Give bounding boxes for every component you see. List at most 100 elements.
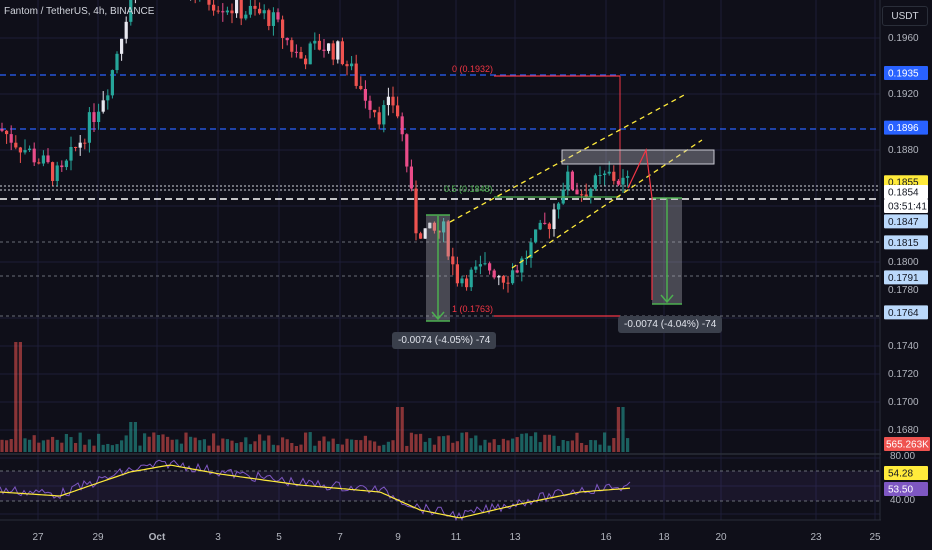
candle-body (492, 270, 496, 278)
measure-left-label: -0.0074 (-4.05%) -74 (392, 332, 497, 349)
price-tag: 0.1854 (884, 185, 928, 199)
volume-bar (129, 422, 133, 452)
volume-bar (423, 441, 427, 452)
volume-bar (248, 444, 252, 452)
volume-bar (161, 434, 165, 452)
candle-body (239, 0, 243, 19)
volume-bar (405, 445, 409, 452)
time-tick-label: 3 (215, 532, 221, 543)
candle-body (258, 8, 262, 14)
volume-bar (469, 438, 473, 452)
volume-bar (538, 442, 542, 452)
volume-bar (331, 438, 335, 452)
volume-bar (552, 435, 556, 452)
candle-body (524, 257, 528, 259)
measure-right-arrowhead (660, 294, 674, 304)
candle-body (248, 5, 252, 15)
volume-bar (64, 433, 68, 452)
candle-body (87, 112, 91, 143)
volume-bar (616, 407, 620, 452)
candle-body (106, 95, 110, 101)
candle-body (607, 171, 611, 174)
candle-body (129, 0, 133, 22)
candle-body (354, 63, 358, 86)
volume-bar (28, 439, 32, 452)
volume-bar (497, 445, 501, 452)
candle-body (511, 270, 515, 284)
candle-body (373, 109, 377, 113)
candle-body (92, 112, 96, 122)
candle-body (207, 0, 211, 5)
volume-bar (124, 435, 128, 452)
fib-mid-label: 0.5 (0.1848) (444, 184, 493, 194)
volume-bar (501, 438, 505, 452)
candle-body (41, 155, 45, 164)
candle-body (359, 85, 363, 90)
price-tag: 0.1815 (884, 235, 928, 250)
measure-right-label: -0.0074 (-4.04%) -74 (618, 316, 723, 333)
candle-body (317, 40, 321, 50)
volume-bar (60, 442, 64, 452)
projection-path[interactable] (627, 147, 653, 300)
volume-bar (432, 444, 436, 452)
candle-body (18, 147, 22, 153)
candle-body (405, 134, 409, 167)
time-axis[interactable]: 27 29 Oct 3 5 7 9 11 13 16 18 20 23 25 (32, 532, 881, 543)
price-tick-label: 0.1680 (888, 425, 919, 436)
symbol-title[interactable]: Fantom / TetherUS, 4h, BINANCE (4, 6, 155, 17)
candle-body (276, 12, 280, 20)
measure-left-arrowhead (431, 311, 445, 321)
candle-body (101, 100, 105, 112)
volume-bar (294, 445, 298, 452)
price-tick-label: 0.1920 (888, 89, 919, 100)
price-tag-label: 0.1935 (888, 69, 919, 80)
time-tick-label: 18 (658, 532, 670, 543)
candle-body (212, 4, 216, 11)
fib-bottom-label: 1 (0.1763) (452, 304, 493, 314)
currency-button[interactable]: USDT (882, 6, 928, 26)
candle-body (28, 148, 32, 151)
volume-bar (74, 442, 78, 452)
price-axis[interactable]: 0.19600.19200.18800.18600.18000.17800.17… (881, 0, 932, 550)
candle-body (267, 10, 271, 26)
price-tag-label: 0.1847 (888, 217, 919, 228)
price-tag-bg (884, 235, 928, 250)
rsi-tick-label: 40.00 (890, 495, 915, 506)
volume-bar (603, 432, 607, 452)
candle-body (538, 222, 542, 230)
price-tag-label: 0.1854 (888, 188, 919, 199)
resistance-zone-box[interactable] (561, 149, 715, 165)
volume-bar (152, 432, 156, 452)
candle-body (409, 166, 413, 189)
candle-body (469, 269, 473, 288)
volume-bar (198, 440, 202, 452)
candle-body (368, 100, 372, 110)
volume-bar (437, 436, 441, 452)
price-tag-label: 03:51:41 (888, 202, 927, 213)
channel-lower-line[interactable] (511, 139, 703, 269)
candle-body (593, 175, 597, 189)
candle-body (506, 282, 510, 284)
drawing-tools[interactable]: 0 (0.1932) 0.5 (0.1848) 1 (0.1763) (426, 64, 715, 322)
time-tick-label: 23 (810, 532, 822, 543)
volume-bar (83, 444, 87, 452)
volume-bar (396, 407, 400, 452)
price-tag-label: 0.1791 (888, 273, 919, 284)
volume-bar (170, 439, 174, 452)
candle-body (322, 49, 326, 51)
time-tick-label: 7 (337, 532, 343, 543)
candle-body (299, 52, 303, 59)
volume-bar (23, 438, 27, 452)
volume-bar (133, 422, 137, 452)
rsi-tag-bg (884, 482, 928, 496)
candle-body (598, 174, 602, 176)
volume-bar (179, 443, 183, 452)
volume-bar (570, 440, 574, 452)
volume-bar (299, 444, 303, 452)
price-tag-bg (884, 120, 928, 135)
volume-bar (92, 445, 96, 452)
price-tag-bg (884, 305, 928, 320)
volume-bar (442, 436, 446, 452)
candle-body (552, 209, 556, 230)
